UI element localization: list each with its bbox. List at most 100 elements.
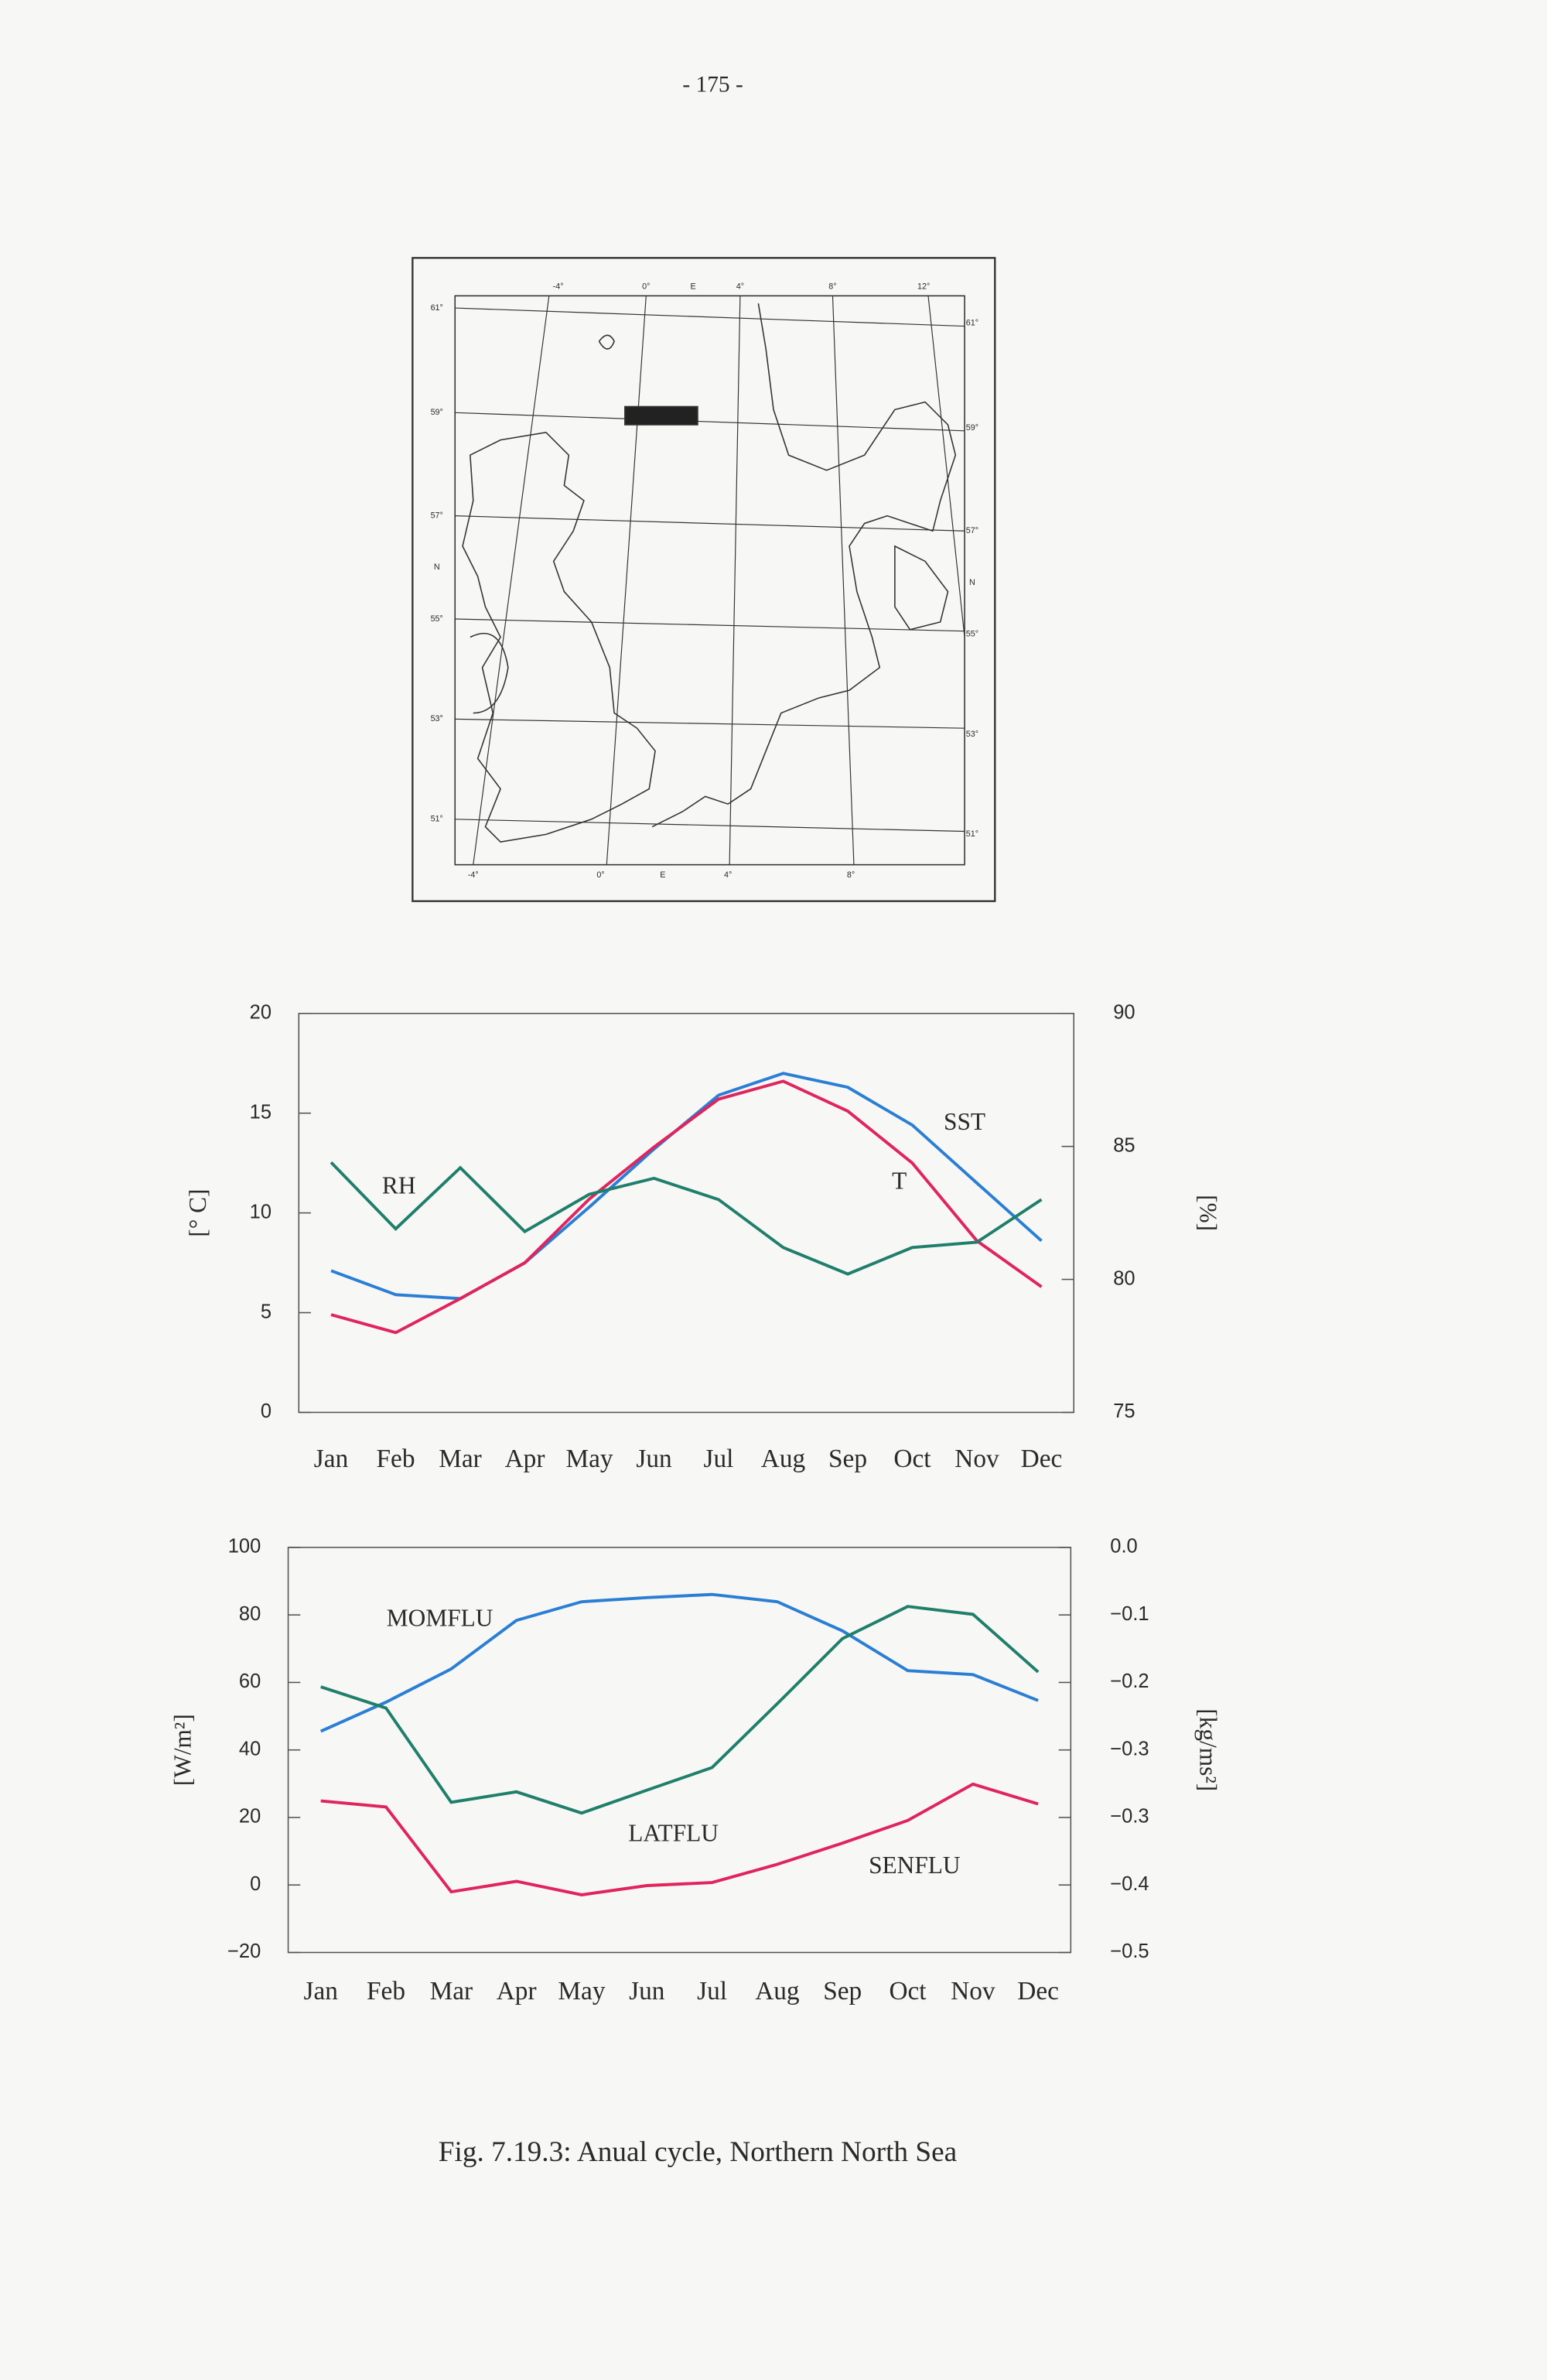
y-tick-label: 80 xyxy=(239,1603,261,1625)
series-label: MOMFLU xyxy=(387,1604,493,1631)
coast-britain xyxy=(462,431,656,843)
y-axis-label: [° C] xyxy=(184,1189,211,1237)
y-tick-label: −20 xyxy=(227,1941,261,1962)
x-tick-label: Feb xyxy=(367,1977,405,2006)
y-tick-label: −0.2 xyxy=(1110,1670,1149,1692)
coast-denmark xyxy=(894,545,949,631)
map-lat-label: 55° xyxy=(431,614,443,624)
series-label: SENFLU xyxy=(869,1852,961,1879)
caption: Fig. 7.19.3: Anual cycle, Northern North… xyxy=(439,2136,958,2168)
y-tick-label: 10 xyxy=(250,1201,271,1222)
x-tick-label: Jan xyxy=(314,1445,349,1473)
map-lon-label: 4° xyxy=(724,870,732,880)
map-lat-label: 57° xyxy=(431,511,443,520)
y-tick-label: 75 xyxy=(1113,1400,1135,1422)
x-tick-label: Jan xyxy=(304,1977,339,2006)
y-axis-label: [W/m²] xyxy=(169,1714,196,1786)
y-tick-label: 90 xyxy=(1113,1002,1135,1024)
map-lon-label: 8° xyxy=(847,870,855,880)
coast-continent xyxy=(651,303,957,828)
y-tick-label: 15 xyxy=(250,1101,271,1123)
x-tick-label: Nov xyxy=(954,1445,999,1473)
series-line xyxy=(330,1072,1043,1301)
y2-axis-label: [kg/ms²] xyxy=(1195,1708,1222,1791)
series-line xyxy=(320,1605,1040,1815)
map-lat-label: 59° xyxy=(431,408,443,417)
x-tick-label: Aug xyxy=(761,1445,806,1473)
x-tick-label: Jun xyxy=(636,1445,672,1473)
series-label: T xyxy=(892,1168,907,1195)
study-area xyxy=(624,405,698,426)
map-lon-label: 0° xyxy=(642,282,650,291)
y-tick-label: 5 xyxy=(261,1301,271,1322)
y-tick-label: 100 xyxy=(228,1536,261,1558)
y-tick-label: −0.5 xyxy=(1110,1941,1149,1962)
x-tick-label: Jul xyxy=(704,1445,734,1473)
x-tick-label: Sep xyxy=(823,1977,862,2006)
map-lon-label: E xyxy=(690,282,695,291)
x-tick-label: Jun xyxy=(629,1977,665,2006)
x-tick-label: May xyxy=(565,1445,613,1473)
x-tick-label: Oct xyxy=(889,1977,927,2006)
y-tick-label: 0.0 xyxy=(1110,1536,1137,1558)
y-tick-label: 20 xyxy=(239,1806,261,1828)
x-tick-label: Oct xyxy=(893,1445,931,1473)
y2-axis-label: [%] xyxy=(1195,1195,1222,1231)
map-lat-label: 53° xyxy=(431,714,443,723)
series-line xyxy=(330,1161,1043,1276)
map-lon-label: -4° xyxy=(553,282,564,291)
map-lat-label: 51° xyxy=(431,815,443,824)
x-tick-label: Mar xyxy=(430,1977,473,2006)
y-tick-label: 0 xyxy=(261,1400,271,1422)
x-tick-label: May xyxy=(558,1977,605,2006)
y-tick-label: −0.3 xyxy=(1110,1738,1149,1759)
y-tick-label: −0.3 xyxy=(1110,1806,1149,1828)
map-lon-label: E xyxy=(660,870,665,880)
x-tick-label: Dec xyxy=(1021,1445,1063,1473)
y-tick-label: −0.4 xyxy=(1110,1873,1149,1895)
x-tick-label: Jul xyxy=(697,1977,727,2006)
x-tick-label: Dec xyxy=(1017,1977,1059,2006)
y-tick-label: 60 xyxy=(239,1670,261,1692)
plot-frame xyxy=(298,1012,1075,1414)
y-tick-label: −0.1 xyxy=(1110,1603,1149,1625)
map-lat-label: 59° xyxy=(966,423,978,433)
map-lon-label: 4° xyxy=(736,282,744,291)
map-lat-label: 51° xyxy=(966,829,978,839)
series-label: LATFLU xyxy=(628,1820,719,1847)
series-line xyxy=(320,1782,1039,1896)
y-tick-label: 80 xyxy=(1113,1267,1135,1289)
map-lat-label: 53° xyxy=(966,730,978,739)
map-lon-label: 8° xyxy=(828,282,836,291)
coast-ireland xyxy=(470,633,509,714)
map-lat-label: N xyxy=(969,578,975,587)
y-tick-label: 40 xyxy=(239,1738,261,1759)
map-lon-label: 0° xyxy=(596,870,604,880)
page-number: - 175 - xyxy=(682,73,743,97)
x-tick-label: Feb xyxy=(377,1445,415,1473)
x-tick-label: Sep xyxy=(828,1445,867,1473)
y-tick-label: 20 xyxy=(250,1002,271,1024)
map-lon-label: 12° xyxy=(917,282,930,291)
series-label: RH xyxy=(382,1171,416,1199)
x-tick-label: Aug xyxy=(755,1977,800,2006)
y-tick-label: 0 xyxy=(250,1873,261,1895)
map-lat-label: 55° xyxy=(966,629,978,638)
graticule xyxy=(455,296,965,865)
x-tick-label: Apr xyxy=(497,1977,537,2006)
map xyxy=(412,257,996,902)
y-tick-label: 85 xyxy=(1113,1134,1135,1156)
map-lat-label: 61° xyxy=(966,318,978,327)
coast-shetland xyxy=(598,334,615,350)
series-label: SST xyxy=(944,1108,985,1135)
map-frame xyxy=(412,257,996,902)
x-tick-label: Apr xyxy=(505,1445,545,1473)
map-lat-label: N xyxy=(434,563,440,572)
x-tick-label: Nov xyxy=(951,1977,995,2006)
series-line xyxy=(319,1592,1039,1733)
map-lon-label: -4° xyxy=(468,870,479,880)
map-inner-frame xyxy=(454,295,965,866)
map-lat-label: 61° xyxy=(431,303,443,313)
